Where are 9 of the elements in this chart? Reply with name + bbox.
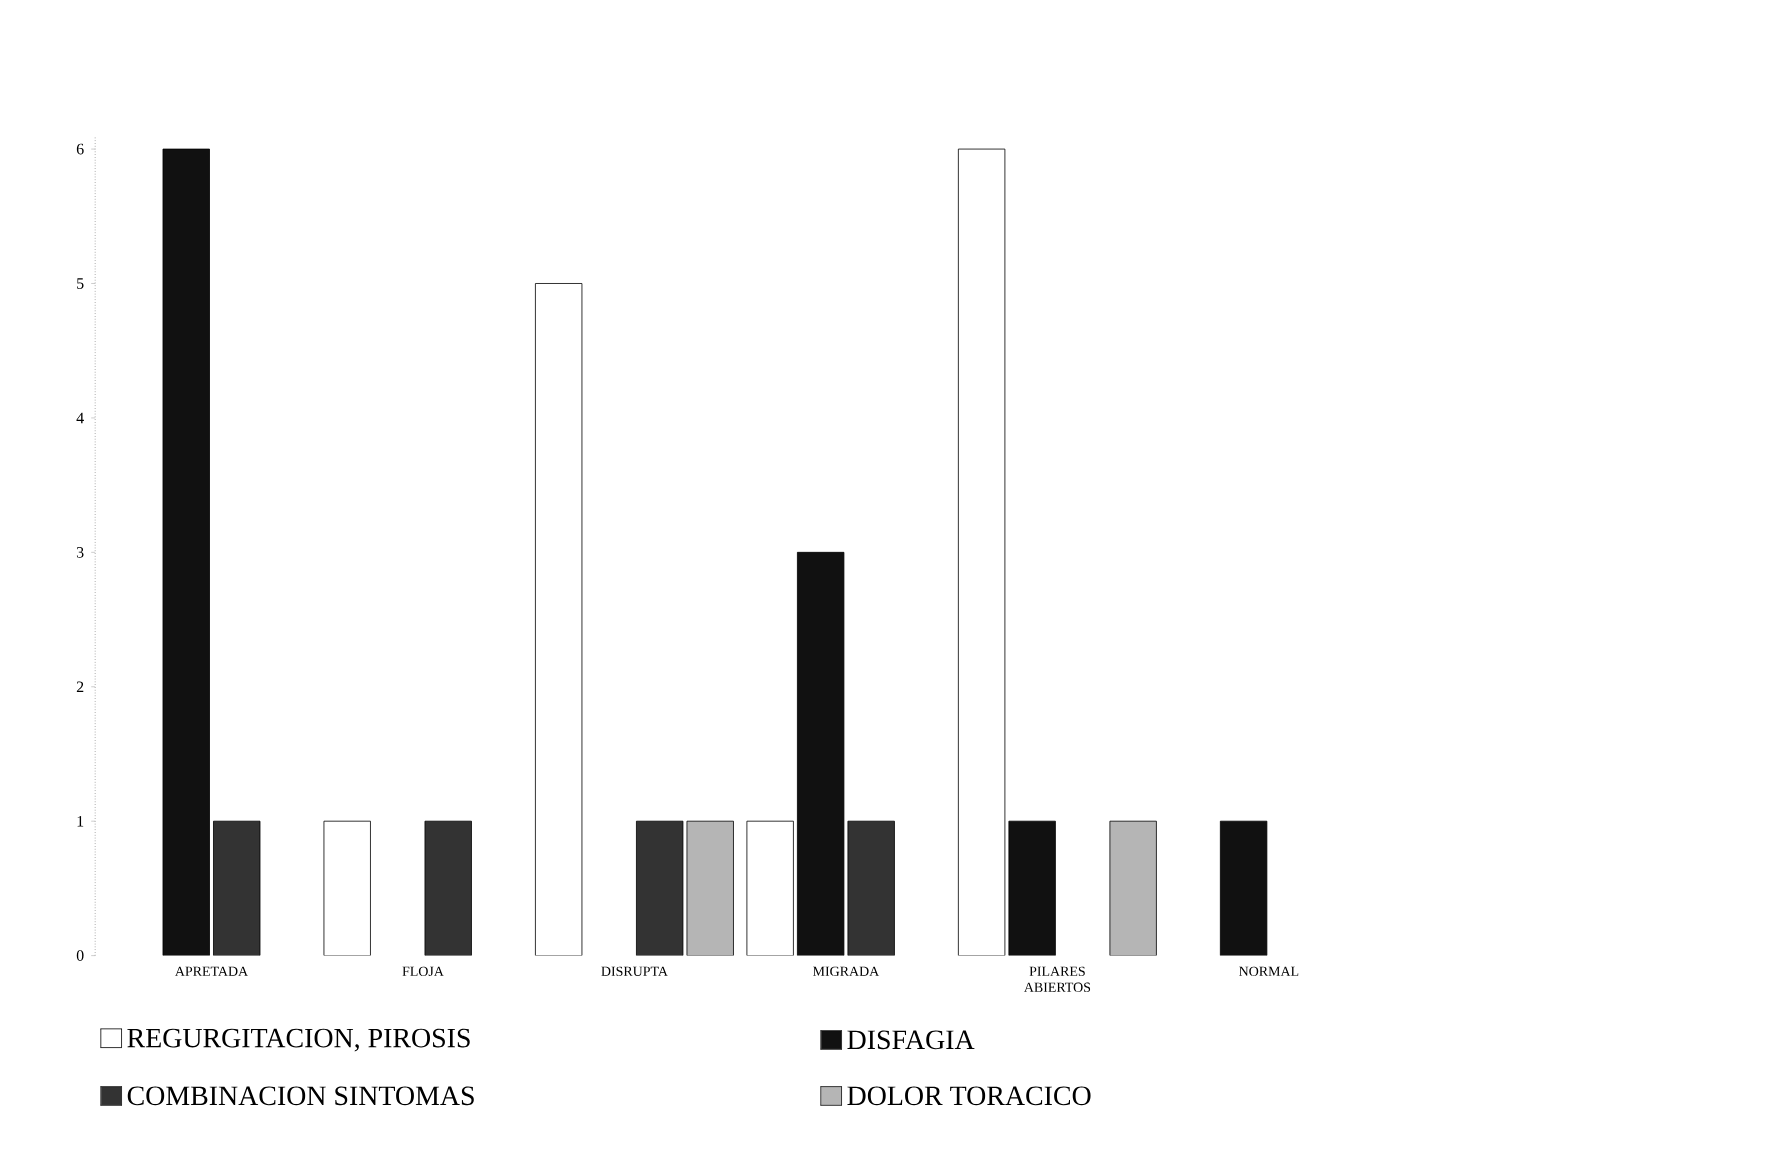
bar — [424, 820, 472, 956]
bar — [535, 283, 583, 956]
bar — [1109, 820, 1157, 956]
legend-label: COMBINACION SINTOMAS — [127, 1086, 474, 1106]
legend-label: DOLOR TORACICO — [847, 1086, 1091, 1106]
bar — [1219, 820, 1268, 956]
legend-label: DISFAGIA — [847, 1030, 975, 1050]
legend-label: REGURGITACION, PIROSIS — [127, 1028, 470, 1052]
bar — [323, 820, 371, 956]
